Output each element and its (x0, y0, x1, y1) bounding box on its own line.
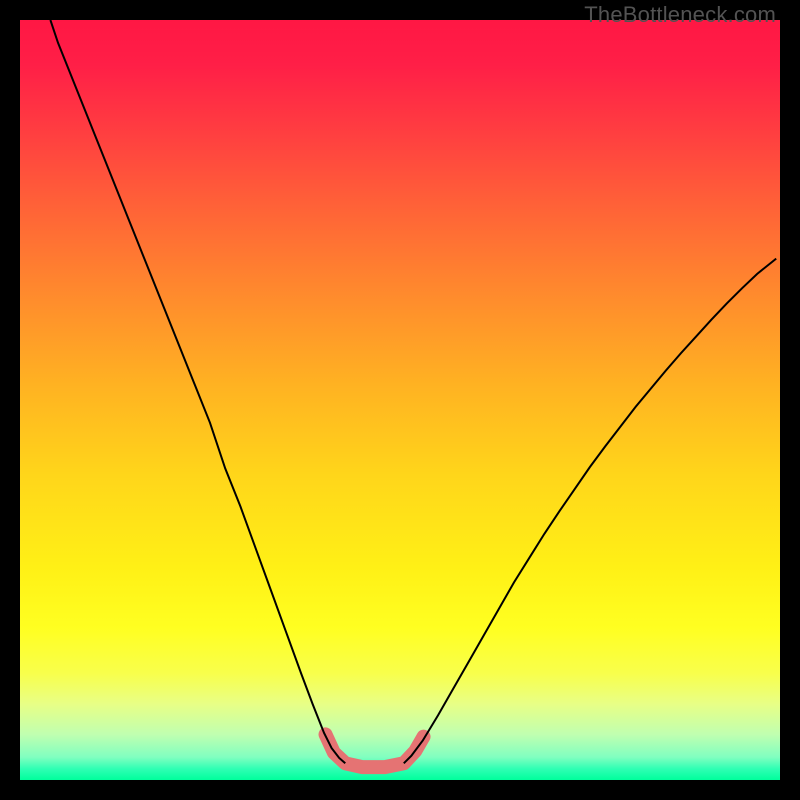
right-curve (404, 259, 776, 764)
plot-area (20, 20, 780, 780)
curves-layer (20, 20, 780, 780)
watermark-text: TheBottleneck.com (584, 2, 776, 28)
trough-marker (326, 734, 424, 767)
left-curve (50, 20, 345, 763)
chart-outer: TheBottleneck.com (0, 0, 800, 800)
